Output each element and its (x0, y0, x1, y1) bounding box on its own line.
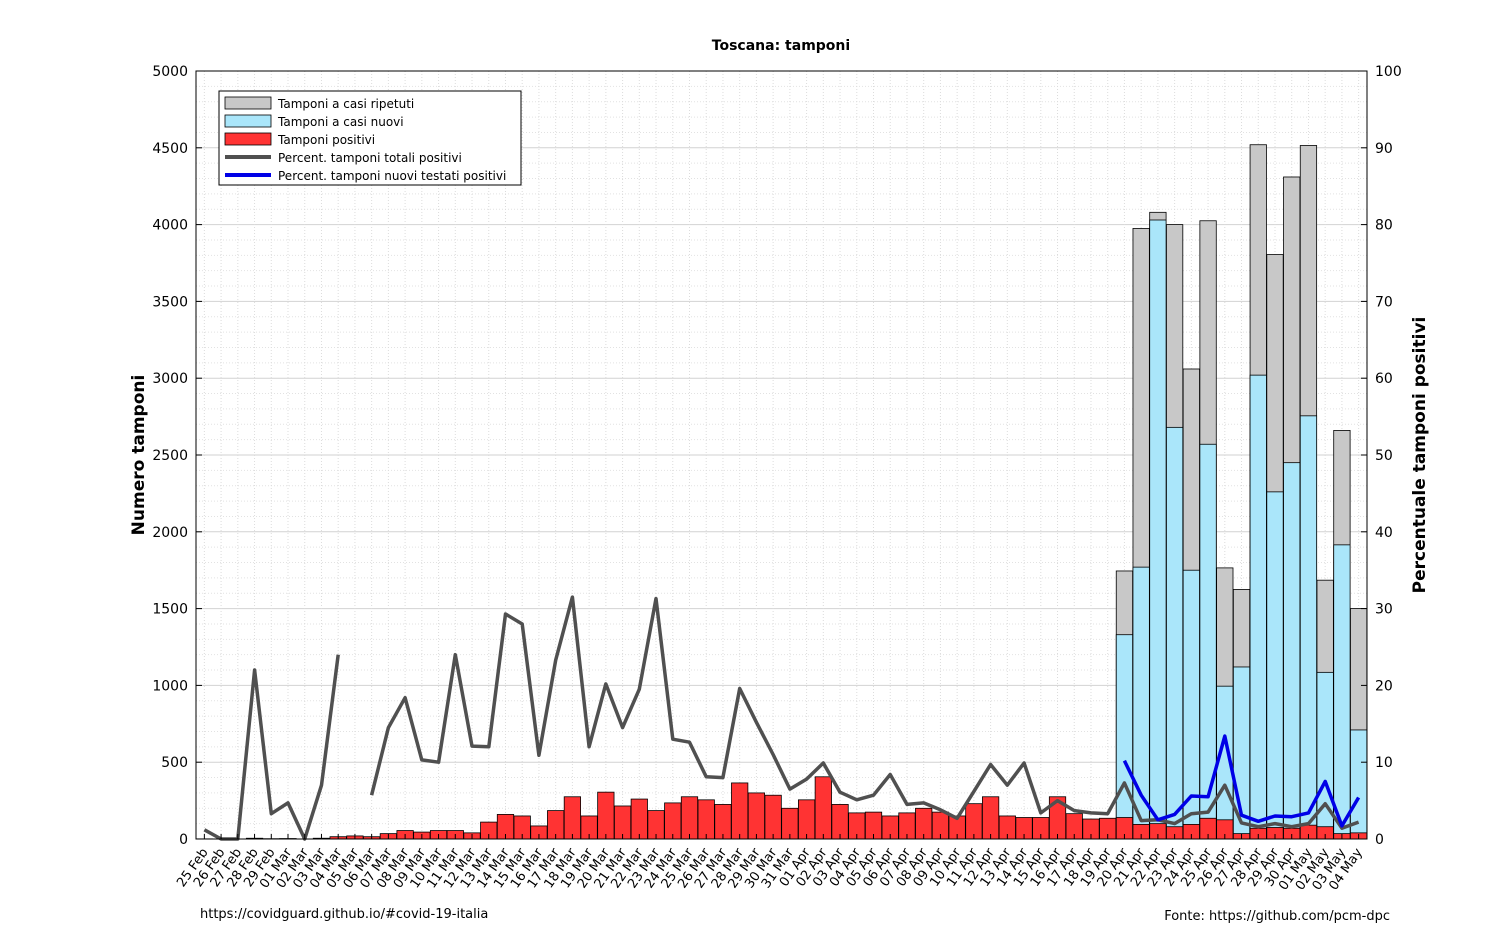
bar-nuovi (1166, 426, 1184, 840)
legend-label: Percent. tamponi nuovi testati positivi (278, 169, 506, 183)
bar-nuovi (1115, 634, 1134, 840)
bar-positivi (965, 803, 983, 840)
bar-nuovi (1333, 544, 1351, 840)
line-series-nuovi (1122, 734, 1361, 828)
bar-nuovi (1149, 219, 1167, 840)
bar-positivi (982, 796, 1000, 840)
bar-positivi (831, 804, 849, 840)
y-tick-label: 0 (179, 832, 188, 848)
bar-nuovi (1182, 569, 1200, 840)
y-axis-label: Numero tamponi (129, 375, 149, 536)
legend-swatch (224, 132, 272, 146)
bar-nuovi (1249, 374, 1267, 840)
legend-label: Percent. tamponi totali positivi (278, 151, 462, 165)
bar-positivi (747, 792, 766, 840)
bar-positivi (664, 802, 682, 840)
bar-positivi (680, 796, 699, 840)
y-tick-label: 2000 (152, 525, 188, 541)
y2-tick-label: 0 (1375, 832, 1384, 848)
chart-title: Toscana: tamponi (712, 38, 850, 54)
legend: Tamponi a casi ripetuti Tamponi a casi nu… (218, 90, 522, 186)
bar-positivi (714, 804, 732, 840)
y-tick-label: 3500 (152, 294, 188, 310)
bar-positivi (731, 782, 749, 840)
bar-nuovi (1299, 415, 1318, 840)
legend-label: Tamponi a casi nuovi (277, 115, 404, 129)
bar-positivi (630, 798, 648, 840)
legend-swatch (224, 96, 272, 110)
bar-positivi (797, 799, 816, 840)
legend-label: Tamponi a casi ripetuti (277, 97, 414, 111)
bar-positivi (697, 799, 715, 840)
y2-tick-label: 100 (1375, 64, 1402, 80)
bar-positivi (597, 791, 615, 840)
bar-positivi (764, 794, 782, 840)
y2-tick-label: 40 (1375, 525, 1393, 541)
legend-swatch (224, 114, 272, 128)
y-tick-label: 5000 (152, 64, 188, 80)
y-tick-label: 4500 (152, 141, 188, 157)
y2-tick-label: 20 (1375, 678, 1393, 694)
y2-tick-label: 50 (1375, 448, 1393, 464)
bar-nuovi (1283, 462, 1301, 840)
y2-tick-label: 10 (1375, 755, 1393, 771)
y-tick-label: 4000 (152, 218, 188, 234)
bar-nuovi (1266, 491, 1284, 840)
y2-axis-label: Percentuale tamponi positivi (1410, 317, 1430, 594)
legend-label: Tamponi positivi (277, 133, 375, 147)
y-tick-label: 1000 (152, 678, 188, 694)
bars (195, 144, 1368, 840)
footer-source-url: https://covidguard.github.io/#covid-19-i… (200, 907, 488, 922)
footer-data-source: Fonte: https://github.com/pcm-dpc (1164, 909, 1390, 924)
y-tick-label: 3000 (152, 371, 188, 387)
y2-tick-label: 90 (1375, 141, 1393, 157)
bar-positivi (814, 776, 832, 840)
y2-tick-label: 80 (1375, 218, 1393, 234)
y2-tick-label: 30 (1375, 602, 1393, 618)
y-tick-label: 500 (161, 755, 188, 771)
y-tick-label: 1500 (152, 602, 188, 618)
y2-tick-label: 60 (1375, 371, 1393, 387)
y-tick-label: 2500 (152, 448, 188, 464)
bar-positivi (563, 796, 581, 840)
y2-tick-label: 70 (1375, 294, 1393, 310)
